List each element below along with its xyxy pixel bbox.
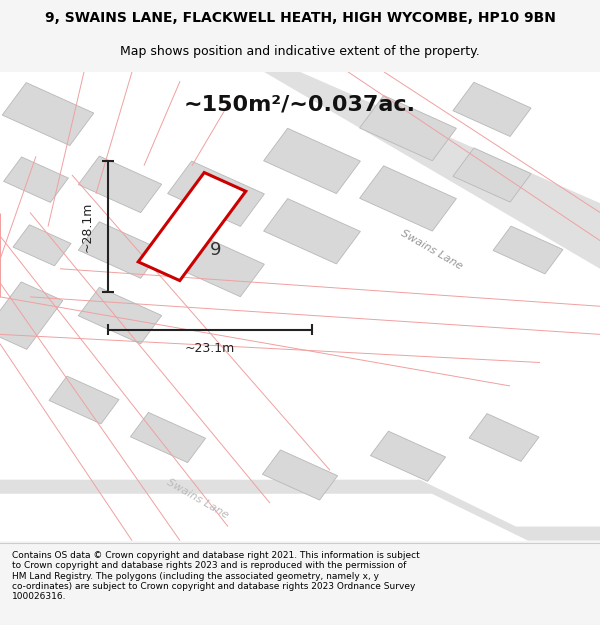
Text: Swains Lane: Swains Lane bbox=[166, 477, 230, 520]
Polygon shape bbox=[359, 166, 457, 231]
Polygon shape bbox=[13, 225, 71, 266]
Polygon shape bbox=[79, 156, 161, 212]
Text: 9: 9 bbox=[210, 241, 222, 259]
Polygon shape bbox=[493, 226, 563, 274]
Polygon shape bbox=[130, 412, 206, 462]
Polygon shape bbox=[263, 199, 361, 264]
Polygon shape bbox=[453, 148, 531, 202]
Text: 9, SWAINS LANE, FLACKWELL HEATH, HIGH WYCOMBE, HP10 9BN: 9, SWAINS LANE, FLACKWELL HEATH, HIGH WY… bbox=[44, 11, 556, 25]
Polygon shape bbox=[264, 72, 600, 269]
Polygon shape bbox=[4, 157, 68, 202]
Polygon shape bbox=[79, 222, 161, 278]
Polygon shape bbox=[359, 96, 457, 161]
Polygon shape bbox=[370, 431, 446, 481]
Text: Map shows position and indicative extent of the property.: Map shows position and indicative extent… bbox=[120, 45, 480, 58]
Polygon shape bbox=[453, 82, 531, 136]
Text: Contains OS data © Crown copyright and database right 2021. This information is : Contains OS data © Crown copyright and d… bbox=[12, 551, 420, 601]
Polygon shape bbox=[138, 173, 246, 281]
Polygon shape bbox=[262, 450, 338, 500]
Text: ~150m²/~0.037ac.: ~150m²/~0.037ac. bbox=[184, 94, 416, 115]
Polygon shape bbox=[2, 82, 94, 146]
Polygon shape bbox=[0, 480, 600, 541]
Text: ~28.1m: ~28.1m bbox=[80, 201, 94, 252]
Polygon shape bbox=[469, 414, 539, 461]
Polygon shape bbox=[167, 231, 265, 297]
Polygon shape bbox=[49, 376, 119, 424]
Polygon shape bbox=[167, 161, 265, 226]
Text: Swains Lane: Swains Lane bbox=[400, 228, 464, 272]
Text: ~23.1m: ~23.1m bbox=[185, 342, 235, 355]
Polygon shape bbox=[263, 128, 361, 194]
Polygon shape bbox=[0, 282, 63, 349]
Polygon shape bbox=[0, 72, 600, 541]
Polygon shape bbox=[79, 288, 161, 344]
